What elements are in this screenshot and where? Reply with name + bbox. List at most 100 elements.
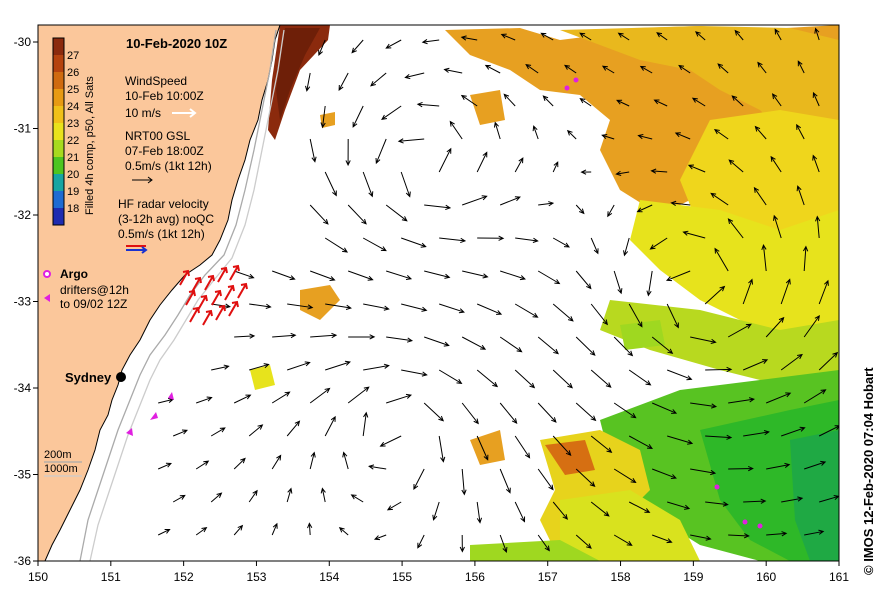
current-arrow bbox=[493, 121, 501, 140]
current-arrow bbox=[348, 270, 374, 281]
current-arrow bbox=[172, 429, 189, 437]
current-arrow bbox=[753, 186, 767, 206]
colorbar-tick: 25 bbox=[67, 84, 79, 96]
current-arrow bbox=[233, 524, 244, 536]
current-arrow bbox=[616, 99, 630, 107]
colorbar-label: Filled 4h comp, p50, All Sats bbox=[84, 76, 96, 215]
legend-gsl-time: 07-Feb 18:00Z bbox=[125, 144, 204, 158]
legend-gsl-scale: 0.5m/s (1kt 12h) bbox=[125, 159, 212, 173]
current-arrow bbox=[460, 94, 478, 107]
hf-arrow bbox=[202, 309, 213, 326]
current-arrow bbox=[623, 237, 630, 257]
current-arrow bbox=[575, 270, 592, 290]
current-arrow bbox=[476, 151, 488, 173]
current-arrow bbox=[309, 138, 317, 163]
current-arrow bbox=[438, 369, 463, 384]
current-arrow bbox=[233, 457, 246, 470]
current-arrow bbox=[617, 32, 630, 41]
current-arrow bbox=[500, 33, 516, 41]
current-arrow bbox=[628, 303, 643, 328]
current-arrow bbox=[309, 204, 329, 225]
current-arrow bbox=[770, 155, 782, 173]
current-arrow bbox=[233, 394, 252, 404]
current-arrow bbox=[802, 245, 809, 272]
current-arrow bbox=[804, 460, 827, 470]
colorbar-tick: 21 bbox=[67, 152, 79, 164]
current-arrow bbox=[727, 323, 752, 338]
current-arrow bbox=[780, 353, 803, 371]
colorbar-swatch bbox=[53, 55, 64, 73]
x-tick-label: 151 bbox=[101, 570, 121, 584]
current-arrow bbox=[538, 201, 555, 207]
current-arrow bbox=[424, 336, 450, 347]
current-arrow bbox=[400, 171, 411, 198]
current-arrows bbox=[157, 27, 839, 554]
current-arrow bbox=[542, 95, 554, 107]
current-arrow bbox=[514, 501, 526, 523]
current-arrow bbox=[564, 64, 577, 74]
y-tick-label: -34 bbox=[14, 381, 32, 395]
current-arrow bbox=[309, 387, 331, 404]
current-arrow bbox=[579, 98, 592, 107]
current-arrow bbox=[476, 435, 489, 461]
x-tick-label: 157 bbox=[538, 570, 558, 584]
current-arrow bbox=[385, 39, 402, 49]
gsl-scale-arrow bbox=[132, 176, 153, 184]
current-arrow bbox=[272, 332, 297, 339]
current-arrow bbox=[575, 204, 585, 215]
current-arrow bbox=[421, 39, 440, 45]
current-arrow bbox=[552, 237, 570, 248]
current-arrow bbox=[814, 27, 820, 41]
current-arrow bbox=[432, 501, 440, 521]
current-arrow bbox=[271, 522, 278, 536]
current-arrow bbox=[305, 72, 311, 92]
current-arrow bbox=[195, 460, 210, 470]
current-arrow bbox=[613, 468, 637, 484]
plot-frame bbox=[37, 24, 840, 562]
current-arrow bbox=[575, 336, 596, 356]
current-arrow bbox=[765, 316, 785, 338]
current-arrow bbox=[401, 369, 428, 377]
colorbar-frame bbox=[52, 37, 65, 226]
current-arrow bbox=[449, 120, 463, 140]
legend-hf-avg: (3-12h avg) noQC bbox=[118, 212, 214, 226]
current-arrow bbox=[613, 402, 637, 419]
current-arrow bbox=[248, 424, 264, 437]
current-arrow bbox=[757, 61, 767, 74]
legend-gsl-title: NRT00 GSL bbox=[125, 129, 190, 143]
current-arrow bbox=[385, 204, 408, 222]
current-arrow bbox=[499, 534, 508, 554]
current-arrow bbox=[172, 494, 186, 503]
colorbar-swatch bbox=[53, 174, 64, 192]
current-arrow bbox=[310, 332, 338, 339]
current-arrow bbox=[691, 97, 706, 107]
current-arrow bbox=[514, 369, 536, 389]
contour-200m bbox=[79, 29, 277, 561]
hf-radar-arrows bbox=[179, 264, 248, 326]
sydney-label: Sydney bbox=[65, 370, 112, 385]
current-arrow bbox=[350, 494, 364, 503]
current-arrow bbox=[318, 39, 326, 56]
current-arrow bbox=[476, 369, 499, 388]
current-arrow bbox=[815, 215, 821, 239]
colorbar-swatch bbox=[53, 208, 64, 226]
current-arrow bbox=[439, 237, 467, 244]
colorbar-swatch bbox=[53, 106, 64, 124]
current-arrow bbox=[271, 391, 291, 404]
legend-drifters: drifters@12h bbox=[60, 283, 129, 297]
colorbar-tick: 26 bbox=[67, 67, 79, 79]
current-arrow bbox=[682, 230, 706, 239]
x-axis: 150 151 152 153 154 155 156 157 158 159 160 161 bbox=[28, 561, 849, 584]
current-arrow bbox=[818, 425, 839, 437]
y-axis: -30 -31 -32 -33 -34 -35 -36 bbox=[14, 35, 38, 568]
colorbar-swatch bbox=[53, 191, 64, 209]
current-arrow bbox=[754, 125, 767, 140]
current-arrow bbox=[575, 468, 596, 487]
current-arrow bbox=[439, 303, 465, 314]
current-arrow bbox=[347, 386, 370, 404]
current-arrow bbox=[325, 303, 352, 310]
current-arrow bbox=[651, 402, 678, 414]
current-arrow bbox=[728, 159, 744, 173]
hf-arrow bbox=[229, 264, 240, 281]
current-arrow bbox=[286, 487, 293, 503]
